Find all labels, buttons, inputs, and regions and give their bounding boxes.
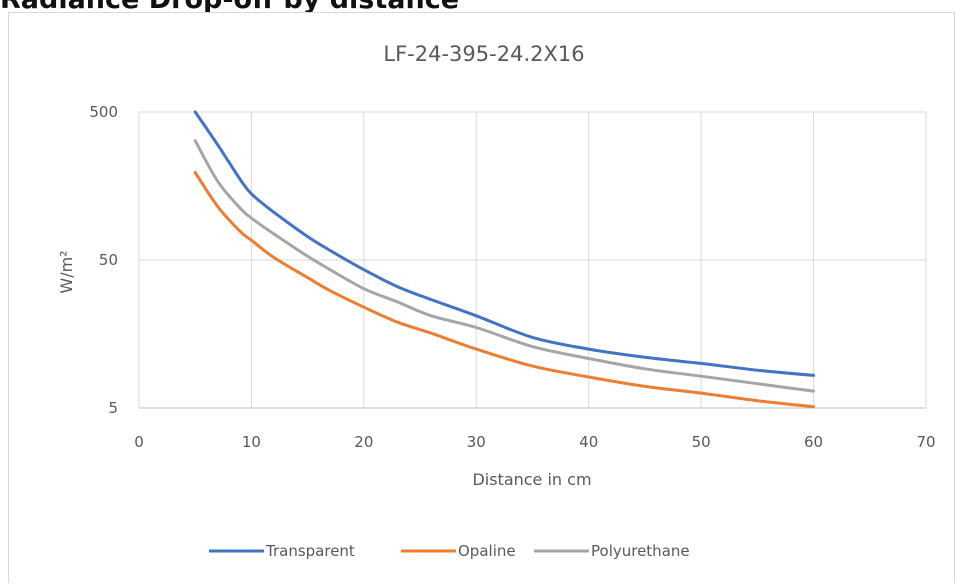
series-line-opaline: [193, 171, 816, 409]
y-tick-label: 50: [99, 251, 118, 269]
gridlines: [138, 111, 927, 409]
page-heading: Radiance Drop-off by distance: [0, 0, 459, 15]
x-tick-label: 0: [134, 433, 144, 451]
legend-label-opaline: Opaline: [458, 542, 516, 560]
axis-ticks: 0 10 20 30 40 50 60 70 500 50 5: [89, 103, 935, 451]
x-tick-label: 10: [242, 433, 261, 451]
y-axis-title: W/m²: [57, 250, 76, 293]
legend-label-transparent: Transparent: [265, 542, 355, 560]
x-axis-title: Distance in cm: [472, 470, 591, 489]
legend: Transparent Opaline Polyurethane: [209, 542, 690, 560]
x-tick-label: 20: [354, 433, 373, 451]
line-chart: LF-24-395-24.2X16 Distance in cm W/m² 0 1…: [57, 42, 936, 560]
x-tick-label: 60: [804, 433, 823, 451]
series-line-polyurethane: [193, 139, 816, 393]
y-tick-label: 500: [89, 103, 118, 121]
x-tick-label: 50: [692, 433, 711, 451]
series-lines: [193, 110, 816, 409]
x-tick-label: 30: [467, 433, 486, 451]
legend-label-polyurethane: Polyurethane: [591, 542, 690, 560]
x-tick-label: 70: [916, 433, 935, 451]
y-tick-label: 5: [108, 399, 118, 417]
x-tick-label: 40: [579, 433, 598, 451]
chart-area: LF-24-395-24.2X16 Distance in cm W/m² 0 1…: [8, 12, 955, 583]
series-line-transparent: [193, 110, 816, 377]
chart-title: LF-24-395-24.2X16: [383, 42, 584, 66]
